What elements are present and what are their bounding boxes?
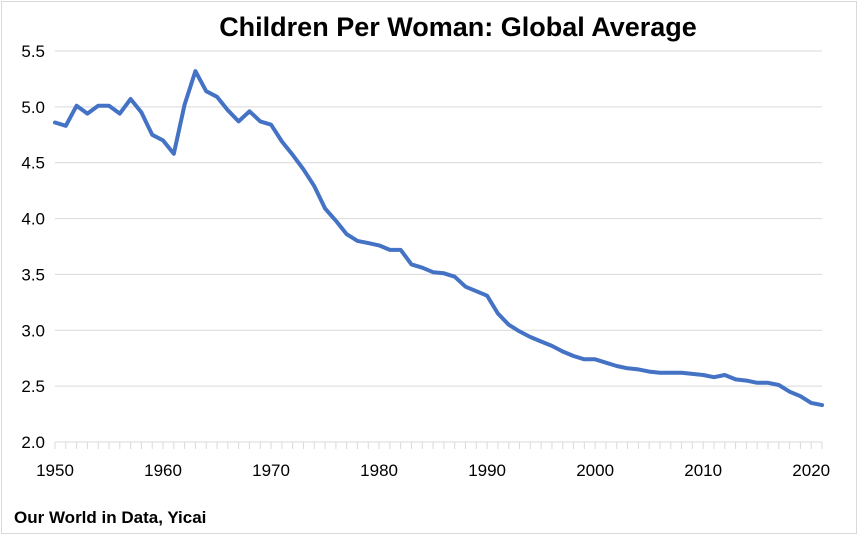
y-tick-label: 3.5	[21, 265, 45, 284]
y-tick-label: 5.5	[21, 42, 45, 61]
source-note: Our World in Data, Yicai	[14, 508, 206, 527]
x-tick-label: 1980	[360, 461, 398, 480]
x-tick-labels: 1950 1960 1970 1980 1990 2000 2010 2020	[36, 461, 830, 480]
x-tick-label: 1950	[36, 461, 74, 480]
series-line-children-per-woman	[53, 69, 824, 408]
y-tick-label: 4.5	[21, 154, 45, 173]
chart-title: Children Per Woman: Global Average	[219, 12, 697, 42]
y-axis: 2.0 2.5 3.0 3.5 4.0 4.5 5.0 5.5	[21, 42, 45, 452]
x-tick-label: 1990	[468, 461, 506, 480]
x-tick-label: 1970	[252, 461, 290, 480]
y-tick-label: 3.0	[21, 321, 45, 340]
x-tick-label: 2000	[576, 461, 614, 480]
x-axis	[54, 441, 823, 449]
y-tick-label: 4.0	[21, 210, 45, 229]
y-tick-label: 2.0	[21, 433, 45, 452]
x-tick-label: 1960	[144, 461, 182, 480]
x-tick-label: 2010	[684, 461, 722, 480]
x-tick-label: 2020	[792, 461, 830, 480]
gridlines	[55, 50, 822, 387]
y-tick-label: 5.0	[21, 98, 45, 117]
y-tick-label: 2.5	[21, 377, 45, 396]
